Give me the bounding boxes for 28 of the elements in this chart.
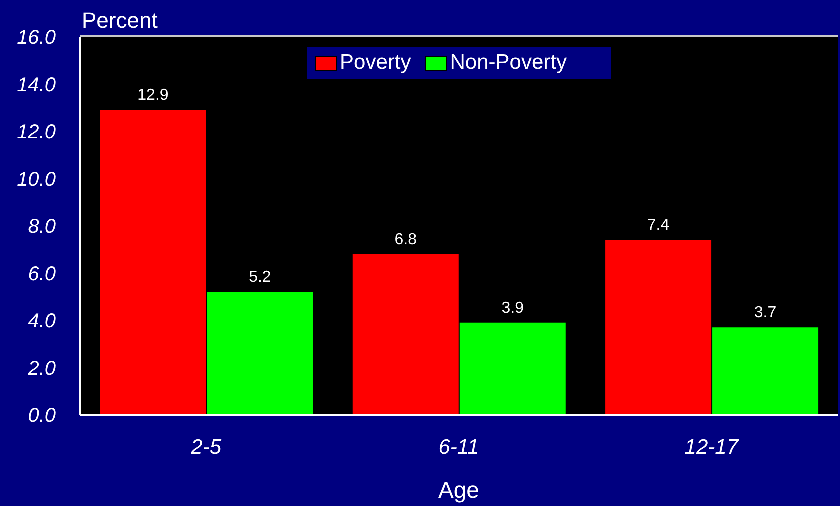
legend-label: Poverty	[340, 51, 412, 75]
y-tick-label: 2.0	[27, 358, 56, 380]
bar	[352, 254, 459, 415]
data-label: 12.9	[138, 87, 169, 104]
y-tick-label: 8.0	[28, 216, 56, 238]
legend-label: Non-Poverty	[450, 51, 567, 75]
data-label: 3.7	[754, 304, 777, 322]
bar	[207, 292, 314, 415]
data-label: 3.9	[502, 300, 524, 317]
data-label: 7.4	[647, 217, 670, 234]
bar	[606, 240, 712, 415]
bar	[100, 110, 206, 415]
bar	[460, 322, 566, 415]
x-tick-label: 12-17	[684, 436, 740, 459]
y-tick-label: 6.0	[28, 263, 56, 286]
y-tick-label: 10.0	[17, 168, 56, 191]
x-axis-title: Age	[438, 477, 480, 503]
y-tick-label: 14.0	[17, 74, 56, 96]
y-tick-label: 16.0	[17, 27, 56, 50]
data-label: 6.8	[394, 231, 418, 248]
y-axis-title: Percent	[82, 8, 158, 33]
bar	[712, 328, 819, 415]
x-tick-label: 2-5	[190, 436, 222, 459]
y-tick-label: 0.0	[28, 405, 56, 428]
y-tick-label: 4.0	[28, 310, 56, 333]
data-label: 5.2	[249, 269, 272, 286]
x-tick-label: 6-11	[438, 436, 480, 459]
y-tick-label: 12.0	[17, 122, 56, 144]
